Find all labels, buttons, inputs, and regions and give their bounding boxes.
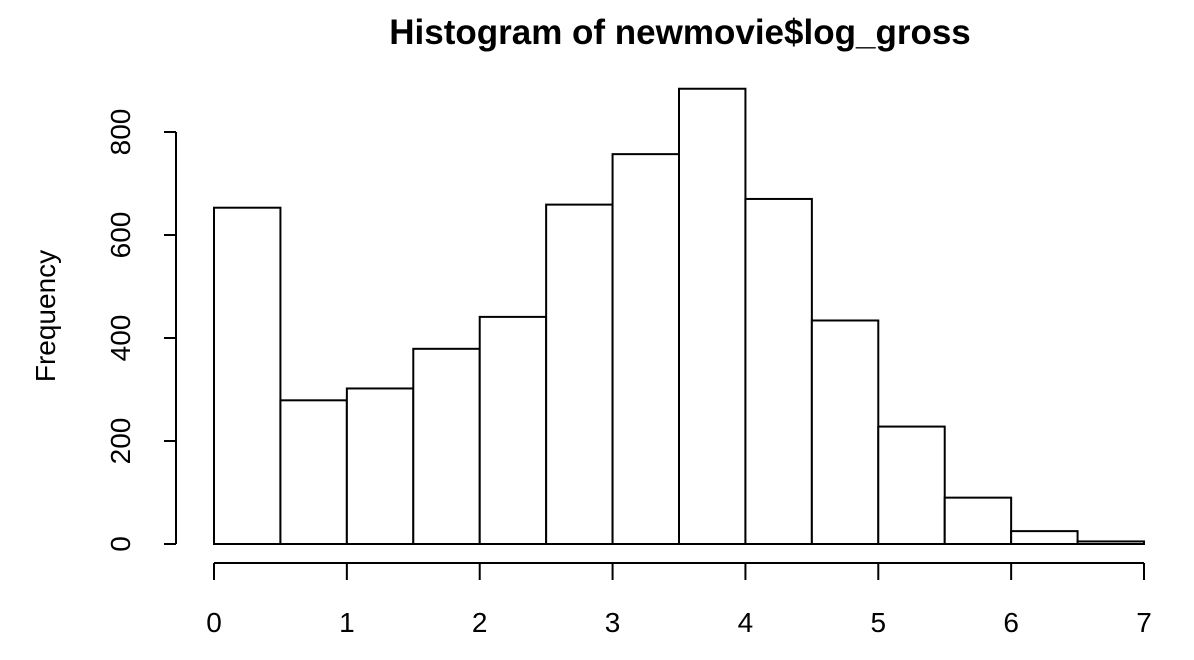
histogram-bar [943,496,1013,545]
histogram-bar [1010,530,1079,545]
histogram-bar [744,197,813,545]
histogram-bar [213,206,282,546]
histogram-bar [611,153,680,546]
y-axis: 0 200 400 600 800 [105,109,177,552]
histogram-bar [279,399,348,545]
y-axis-label: Frequency [30,250,61,382]
histogram-bar [810,319,880,545]
x-tick-label: 7 [1136,607,1152,638]
chart-title: Histogram of newmovie$log_gross [389,13,971,52]
histogram-bar [412,347,481,545]
histogram-bar [478,315,548,546]
histogram-bar [545,203,614,546]
x-tick-label: 2 [472,607,488,638]
x-tick-label: 3 [605,607,621,638]
y-tick-label: 200 [105,418,136,465]
histogram-bar [1076,540,1145,545]
x-tick-label: 5 [870,607,886,638]
y-tick-label: 400 [105,315,136,362]
x-tick-label: 4 [738,607,754,638]
x-tick-label: 6 [1003,607,1019,638]
y-tick-label: 800 [105,109,136,156]
bars-group [213,87,1145,546]
x-axis: 0 1 2 3 4 5 6 7 [206,562,1152,638]
histogram-bar [877,425,946,545]
y-tick-label: 0 [105,536,136,552]
histogram-bar [678,87,747,546]
x-tick-label: 0 [206,607,222,638]
histogram-bar [345,387,415,545]
x-tick-label: 1 [339,607,355,638]
y-tick-label: 600 [105,212,136,259]
